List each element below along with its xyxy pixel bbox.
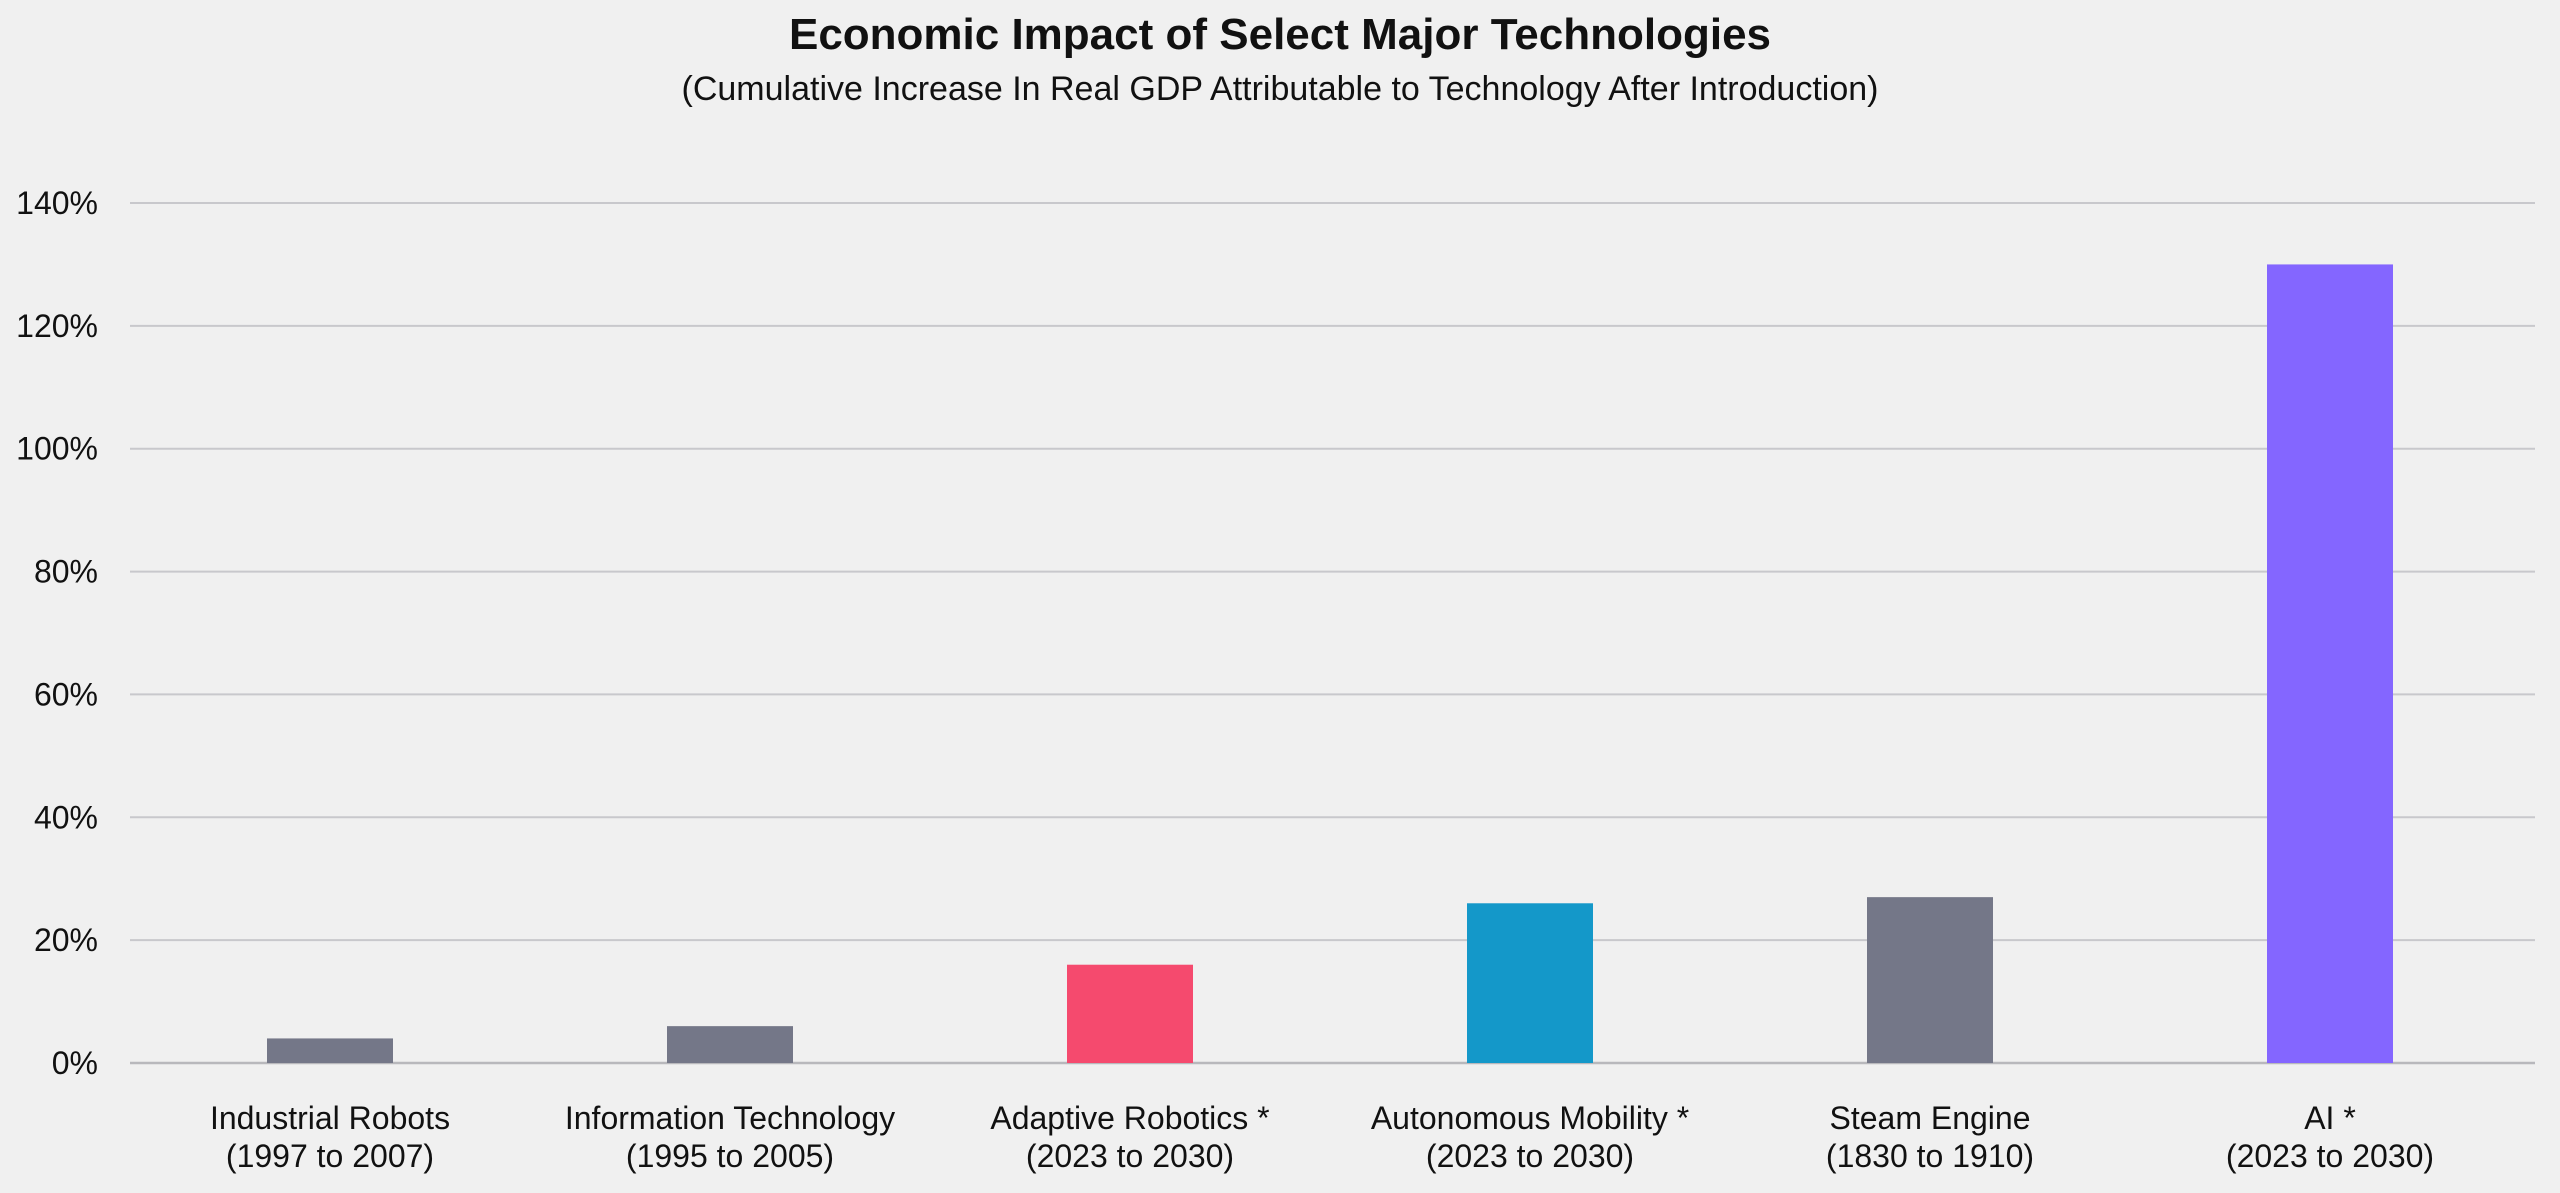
- y-axis-ticks: 0% 20% 40% 60% 80% 100% 120% 140%: [16, 185, 98, 1081]
- chart-subtitle: (Cumulative Increase In Real GDP Attribu…: [681, 70, 1879, 108]
- x-category-label: Information Technology: [565, 1100, 895, 1136]
- x-category-sublabel: (1830 to 1910): [1826, 1138, 2034, 1174]
- y-tick-label: 120%: [16, 308, 98, 344]
- y-tick-label: 0%: [52, 1045, 98, 1081]
- bar: [267, 1038, 393, 1063]
- bars: [267, 264, 2393, 1063]
- y-tick-label: 40%: [34, 799, 98, 835]
- x-category-sublabel: (1995 to 2005): [626, 1138, 834, 1174]
- bar: [1067, 964, 1193, 1063]
- x-category-sublabel: (2023 to 2030): [1026, 1138, 1234, 1174]
- bar: [1867, 897, 1993, 1063]
- x-axis-labels: Industrial Robots(1997 to 2007) Informati…: [210, 1100, 2434, 1174]
- y-tick-label: 140%: [16, 185, 98, 221]
- bar: [1467, 903, 1593, 1063]
- bar: [667, 1026, 793, 1063]
- x-category-label: AI *: [2304, 1100, 2356, 1136]
- y-tick-label: 100%: [16, 431, 98, 467]
- bar: [2267, 264, 2393, 1063]
- x-category-sublabel: (2023 to 2030): [2226, 1138, 2434, 1174]
- chart-title: Economic Impact of Select Major Technolo…: [788, 10, 1772, 59]
- y-tick-label: 60%: [34, 676, 98, 712]
- gridlines: [130, 202, 2535, 1065]
- x-category-label: Steam Engine: [1829, 1100, 2030, 1136]
- y-tick-label: 80%: [34, 554, 98, 590]
- y-tick-label: 20%: [34, 922, 98, 958]
- x-category-label: Autonomous Mobility *: [1371, 1100, 1689, 1136]
- x-category-sublabel: (1997 to 2007): [226, 1138, 434, 1174]
- x-category-label: Industrial Robots: [210, 1100, 450, 1136]
- x-category-sublabel: (2023 to 2030): [1426, 1138, 1634, 1174]
- x-category-label: Adaptive Robotics *: [990, 1100, 1269, 1136]
